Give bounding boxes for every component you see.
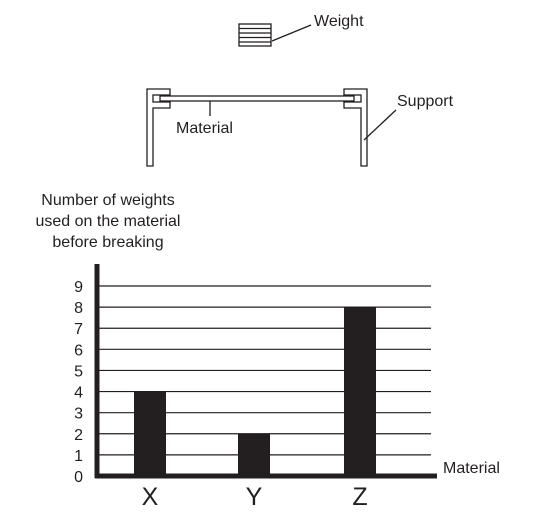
y-tick-label-4: 4 bbox=[74, 385, 83, 402]
y-axis-title-line-3: before breaking bbox=[52, 234, 164, 251]
apparatus-diagram bbox=[146, 23, 397, 167]
support-leader-line bbox=[363, 109, 397, 141]
weight-icon bbox=[238, 23, 272, 47]
material-strip bbox=[159, 95, 355, 102]
bar-Z bbox=[344, 307, 376, 476]
y-tick-label-8: 8 bbox=[74, 300, 83, 317]
y-tick-label-0: 0 bbox=[74, 469, 83, 486]
y-axis-title-line-2: used on the material bbox=[35, 213, 181, 230]
y-tick-label-3: 3 bbox=[74, 406, 83, 423]
y-axis-title: Number of weights used on the material b… bbox=[8, 190, 208, 253]
material-diagram-label: Material bbox=[176, 120, 233, 137]
weight-label: Weight bbox=[314, 13, 364, 30]
bar-X bbox=[134, 391, 166, 476]
x-axis-title: Material bbox=[443, 460, 500, 477]
y-tick-label-6: 6 bbox=[74, 342, 83, 359]
x-tick-label-Z: Z bbox=[352, 483, 367, 511]
y-tick-label-2: 2 bbox=[74, 427, 83, 444]
weight-leader-line bbox=[271, 24, 312, 42]
y-tick-label-7: 7 bbox=[74, 321, 83, 338]
x-tick-label-X: X bbox=[142, 483, 159, 511]
x-tick-label-Y: Y bbox=[246, 483, 263, 511]
y-tick-label-5: 5 bbox=[74, 363, 83, 380]
y-tick-label-1: 1 bbox=[74, 448, 83, 465]
support-label: Support bbox=[397, 93, 454, 110]
bar-Y bbox=[238, 433, 270, 476]
y-tick-label-9: 9 bbox=[74, 279, 83, 296]
y-axis-title-line-1: Number of weights bbox=[41, 192, 175, 209]
